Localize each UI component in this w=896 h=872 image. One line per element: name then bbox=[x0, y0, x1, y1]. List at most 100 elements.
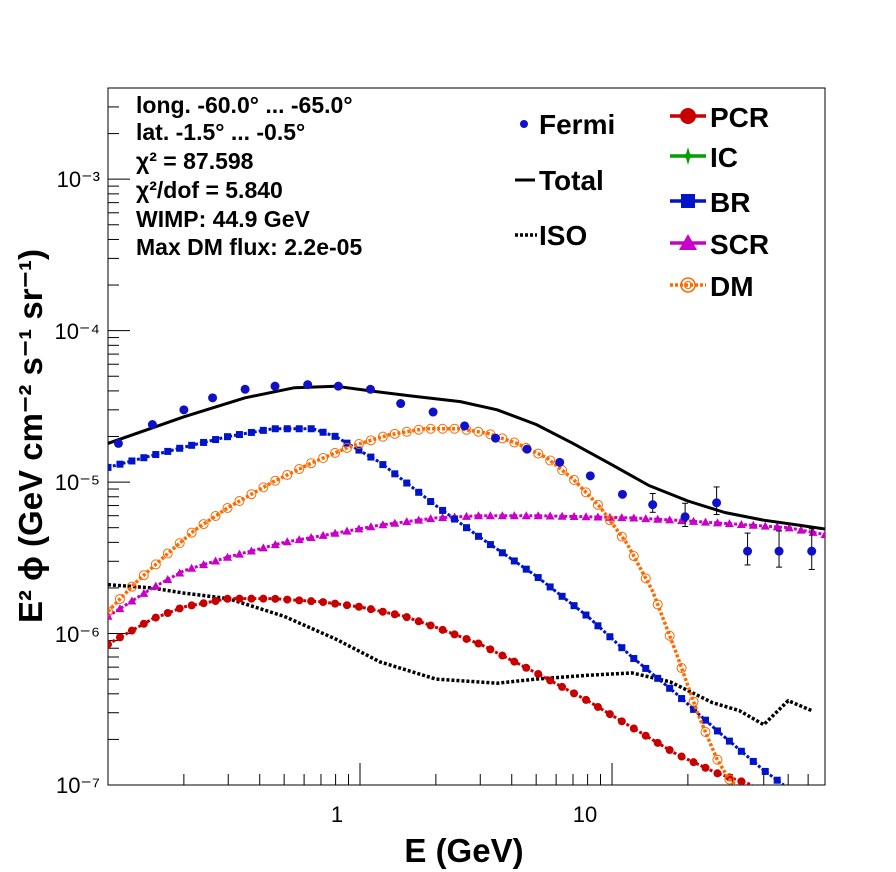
scr-marker bbox=[677, 516, 687, 525]
pcr-marker bbox=[295, 596, 304, 605]
dm-marker bbox=[126, 581, 137, 592]
dm-line bbox=[108, 427, 738, 785]
legend-total-label: Total bbox=[539, 165, 604, 196]
scr-marker bbox=[342, 526, 352, 535]
fermi-point bbox=[333, 381, 343, 391]
dm-marker bbox=[664, 630, 675, 641]
scr-marker bbox=[378, 520, 388, 529]
pcr-marker bbox=[354, 602, 363, 611]
br-marker bbox=[152, 451, 160, 459]
br-marker bbox=[415, 488, 423, 496]
br-marker bbox=[630, 655, 638, 663]
fermi-point bbox=[743, 546, 753, 556]
pcr-marker bbox=[139, 619, 148, 628]
dm-marker bbox=[545, 455, 556, 466]
pcr-marker bbox=[653, 738, 662, 747]
pcr-marker bbox=[546, 676, 555, 685]
br-marker bbox=[678, 695, 686, 703]
pcr-marker bbox=[199, 599, 208, 608]
dm-marker bbox=[425, 423, 436, 434]
dm-marker bbox=[210, 511, 221, 522]
pcr-marker bbox=[283, 595, 292, 604]
scr-marker bbox=[724, 519, 734, 528]
scr-marker bbox=[199, 560, 209, 569]
pcr-marker bbox=[402, 613, 411, 622]
scr-marker bbox=[689, 516, 699, 525]
br-marker bbox=[737, 747, 745, 755]
scr-marker bbox=[784, 523, 794, 532]
dm-marker bbox=[724, 774, 735, 785]
dm-marker bbox=[222, 502, 233, 513]
dm-marker bbox=[198, 519, 209, 530]
fermi-point bbox=[774, 546, 784, 556]
scr-marker bbox=[772, 522, 782, 531]
scr-marker bbox=[760, 521, 770, 530]
dm-marker bbox=[688, 696, 699, 707]
scr-marker bbox=[497, 511, 507, 520]
br-marker bbox=[498, 549, 506, 557]
legend-br-label: BR bbox=[710, 187, 750, 218]
pcr-marker bbox=[414, 617, 423, 626]
fermi-point bbox=[648, 500, 658, 510]
legend-dm-marker bbox=[680, 277, 696, 293]
pcr-marker bbox=[534, 669, 543, 678]
scr-marker bbox=[701, 517, 710, 526]
fermi-point bbox=[555, 457, 565, 467]
scr-marker bbox=[581, 512, 591, 521]
br-marker bbox=[140, 454, 148, 462]
br-marker bbox=[164, 447, 172, 455]
br-marker bbox=[391, 470, 399, 478]
pcr-marker bbox=[713, 769, 722, 778]
br-marker bbox=[463, 524, 470, 532]
br-marker bbox=[749, 757, 757, 765]
dm-marker bbox=[270, 475, 281, 486]
legend-ic-label: IC bbox=[710, 142, 738, 173]
scr-marker bbox=[593, 512, 603, 521]
y-tick-label-1e-3: 10⁻³ bbox=[57, 167, 100, 192]
br-marker bbox=[108, 463, 112, 471]
dm-marker bbox=[114, 594, 125, 605]
dm-marker bbox=[108, 606, 113, 617]
scr-marker bbox=[366, 522, 376, 531]
fermi-point bbox=[585, 471, 595, 481]
pcr-marker bbox=[582, 695, 590, 704]
fermi-point bbox=[807, 546, 817, 556]
scr-marker bbox=[473, 511, 483, 520]
br-line bbox=[108, 427, 785, 785]
pcr-marker bbox=[127, 626, 136, 635]
fermi-point bbox=[365, 384, 375, 394]
dm-marker bbox=[246, 489, 257, 500]
scr-marker bbox=[246, 546, 256, 555]
y-tick-label-1e-6: 10⁻⁶ bbox=[55, 622, 100, 647]
legend-pcr-marker bbox=[680, 108, 696, 124]
dm-marker bbox=[234, 496, 245, 507]
scr-marker bbox=[258, 543, 268, 552]
scr-marker bbox=[354, 524, 364, 533]
scr-marker bbox=[211, 556, 221, 565]
pcr-marker bbox=[438, 625, 447, 634]
scr-marker bbox=[115, 604, 125, 613]
info-line-latitude: lat. -1.5° ... -0.5° bbox=[136, 119, 305, 145]
dm-marker bbox=[174, 538, 185, 549]
pcr-marker bbox=[331, 599, 340, 608]
pcr-marker bbox=[498, 651, 507, 660]
pcr-marker bbox=[677, 752, 686, 761]
scr-marker bbox=[653, 514, 663, 523]
dm-marker bbox=[377, 431, 388, 442]
scr-marker bbox=[796, 525, 806, 534]
scr-marker bbox=[175, 568, 185, 577]
dm-marker bbox=[592, 499, 603, 510]
br-marker bbox=[403, 479, 411, 487]
scr-marker bbox=[318, 530, 328, 539]
scr-marker bbox=[127, 596, 137, 605]
br-marker bbox=[235, 431, 243, 439]
scr-marker bbox=[736, 519, 746, 528]
dm-marker bbox=[712, 754, 723, 765]
legend: Fermi Total ISO PCR IC BR SCR DM bbox=[515, 102, 769, 302]
legend-fermi-label: Fermi bbox=[539, 109, 615, 140]
scr-marker bbox=[569, 512, 579, 521]
scr-marker bbox=[545, 511, 555, 520]
pcr-marker bbox=[211, 596, 220, 605]
pcr-marker bbox=[235, 594, 244, 603]
br-marker bbox=[582, 611, 590, 619]
